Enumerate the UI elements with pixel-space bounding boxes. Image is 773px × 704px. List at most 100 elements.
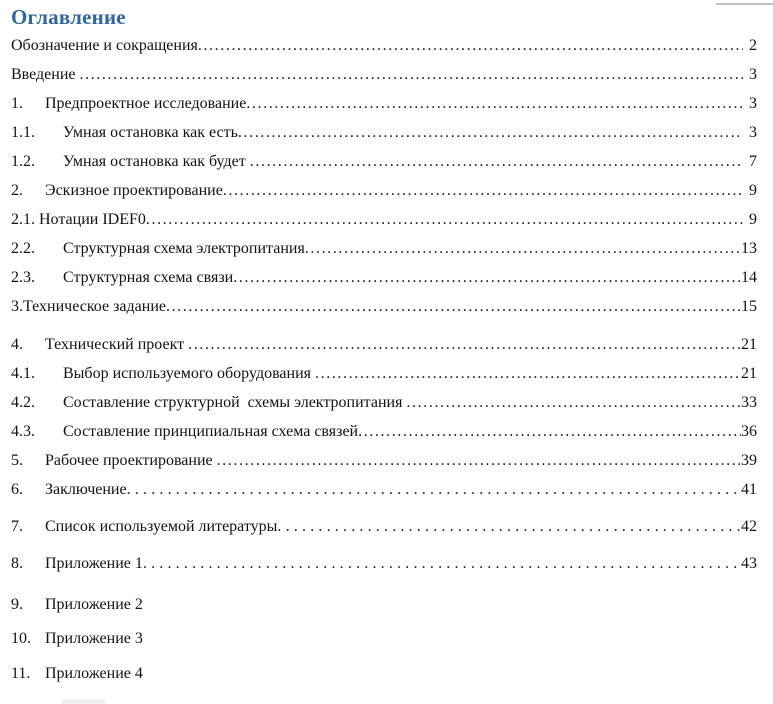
toc-entry[interactable]: 3.Техническое задание ..................… <box>11 292 757 321</box>
toc-entry[interactable]: 11. Приложение 4 <box>11 659 757 688</box>
table-of-contents: Обозначение и сокращения ...............… <box>11 31 757 688</box>
toc-entry-title: Нотации IDEF0 <box>39 211 146 228</box>
toc-page-number: 21 <box>741 336 757 353</box>
toc-entry[interactable]: 2.2. Структурная схема электропитания ..… <box>11 234 757 263</box>
toc-dot-leader: ........................................… <box>145 211 743 228</box>
toc-entry-number: 4.1. <box>11 365 35 382</box>
toc-entry-number: 7. <box>11 518 23 535</box>
toc-entry-number: 6. <box>11 481 23 498</box>
toc-entry-title: Приложение 3 <box>45 630 143 647</box>
toc-entry-number: 8. <box>11 555 23 572</box>
toc-entry-title: Обозначение и сокращения <box>11 37 198 54</box>
toc-entry[interactable]: 7. Список используемой литературы ......… <box>11 512 757 541</box>
toc-entry-title: Составление принципиальная схема связей <box>63 423 359 440</box>
toc-dot-leader: ........................................… <box>79 66 744 83</box>
toc-page-number: 33 <box>741 394 757 411</box>
toc-entry-number: 5. <box>11 452 23 469</box>
toc-entry[interactable]: 1.1. Умная остановка как есть ..........… <box>11 118 757 147</box>
toc-dot-leader: ........................................… <box>406 394 741 411</box>
toc-entry[interactable]: Введение ...............................… <box>11 60 757 89</box>
toc-page-number: 9 <box>749 182 757 199</box>
toc-dot-leader: ........................................… <box>126 481 741 498</box>
toc-dot-leader: ........................................… <box>216 452 741 469</box>
toc-entry[interactable]: 4.1. Выбор используемого оборудования ..… <box>11 359 757 388</box>
toc-entry[interactable]: 1.2. Умная остановка как будет .........… <box>11 147 757 176</box>
toc-entry-title: Приложение 1 <box>45 555 143 572</box>
toc-entry-number: 1.2. <box>11 153 35 170</box>
toc-page-number: 3 <box>749 95 757 112</box>
toc-dot-leader: ........................................… <box>197 37 743 54</box>
toc-page-number: 9 <box>749 211 757 228</box>
toc-entry-number: 4.2. <box>11 394 35 411</box>
toc-entry[interactable]: 4.2. Составление структурной схемы элект… <box>11 388 757 417</box>
toc-dot-leader: ........................................… <box>188 336 741 353</box>
toc-page-number: 21 <box>741 365 757 382</box>
toc-entry-title: Эскизное проектирование <box>45 182 223 199</box>
toc-page-number: 15 <box>741 298 757 315</box>
toc-dot-leader: ........................................… <box>233 269 741 286</box>
toc-entry[interactable]: 1. Предпроектное исследование ..........… <box>11 89 757 118</box>
edge-artifact-bottom <box>62 699 105 704</box>
toc-entry[interactable]: 8. Приложение 1 ........................… <box>11 549 757 578</box>
toc-entry-title: Заключение <box>45 481 127 498</box>
toc-dot-leader: ........................................… <box>277 518 741 535</box>
toc-entry[interactable]: 5. Рабочее проектирование ..............… <box>11 446 757 475</box>
toc-entry-number: 1.1. <box>11 124 35 141</box>
toc-entry-title: Составление структурной схемы электропит… <box>63 394 407 411</box>
toc-entry-number: 2.2. <box>11 240 35 257</box>
toc-entry[interactable]: 4. Технический проект ..................… <box>11 330 757 359</box>
toc-dot-leader: ........................................… <box>142 555 741 572</box>
toc-entry[interactable]: 9. Приложение 2 <box>11 590 757 619</box>
toc-page-number: 2 <box>749 37 757 54</box>
toc-page-number: 36 <box>741 423 757 440</box>
toc-entry-number: 9. <box>11 596 23 613</box>
toc-entry-number: 4.3. <box>11 423 35 440</box>
toc-entry-title: Введение <box>11 66 80 83</box>
toc-entry[interactable]: 2.3. Структурная схема связи ...........… <box>11 263 757 292</box>
toc-entry-number: 2. <box>11 182 23 199</box>
toc-entry-title: Приложение 4 <box>45 665 143 682</box>
toc-page-number: 7 <box>749 153 757 170</box>
toc-entry-title: Умная остановка как есть <box>63 124 238 141</box>
toc-entry-title: 3.Техническое задание <box>11 298 166 315</box>
toc-entry-title: Список используемой литературы <box>45 518 278 535</box>
toc-entry[interactable]: 4.3. Составление принципиальная схема св… <box>11 417 757 446</box>
toc-page-number: 14 <box>741 269 757 286</box>
toc-entry[interactable]: 2.1. Нотации IDEF0 .....................… <box>11 205 757 234</box>
edge-artifact-top <box>716 3 773 5</box>
toc-entry[interactable]: 6. Заключение ..........................… <box>11 475 757 504</box>
toc-entry[interactable]: 10. Приложение 3 <box>11 624 757 653</box>
toc-entry-title: Рабочее проектирование <box>45 452 217 469</box>
toc-dot-leader: ........................................… <box>304 240 741 257</box>
document-page: Оглавление Обозначение и сокращения ....… <box>0 3 773 704</box>
toc-entry-title: Предпроектное исследование <box>45 95 247 112</box>
toc-dot-leader: ........................................… <box>315 365 741 382</box>
toc-page-number: 41 <box>741 481 757 498</box>
toc-entry-title: Приложение 2 <box>45 596 143 613</box>
toc-page-number: 13 <box>741 240 757 257</box>
toc-page-number: 3 <box>749 124 757 141</box>
toc-dot-leader: ........................................… <box>249 153 743 170</box>
toc-entry-number: 2.3. <box>11 269 35 286</box>
toc-entry-number: 2.1. <box>11 211 35 228</box>
toc-entry-title: Умная остановка как будет <box>63 153 250 170</box>
toc-dot-leader: ........................................… <box>222 182 743 199</box>
toc-entry-title: Структурная схема электропитания <box>63 240 305 257</box>
toc-dot-leader: ........................................… <box>237 124 743 141</box>
page-title: Оглавление <box>11 5 126 29</box>
toc-page-number: 43 <box>741 555 757 572</box>
toc-entry-title: Технический проект <box>45 336 189 353</box>
toc-entry-number: 1. <box>11 95 23 112</box>
toc-dot-leader: ........................................… <box>246 95 743 112</box>
toc-dot-leader: ........................................… <box>165 298 741 315</box>
toc-entry-title: Выбор используемого оборудования <box>63 365 316 382</box>
toc-entry-number: 11. <box>11 665 31 682</box>
toc-entry-number: 10. <box>11 630 31 647</box>
toc-entry-title: Структурная схема связи <box>63 269 234 286</box>
toc-entry-number: 4. <box>11 336 23 353</box>
toc-page-number: 39 <box>741 452 757 469</box>
toc-dot-leader: ........................................… <box>358 423 741 440</box>
toc-entry[interactable]: 2. Эскизное проектирование .............… <box>11 176 757 205</box>
toc-page-number: 3 <box>749 66 757 83</box>
toc-entry[interactable]: Обозначение и сокращения ...............… <box>11 31 757 60</box>
